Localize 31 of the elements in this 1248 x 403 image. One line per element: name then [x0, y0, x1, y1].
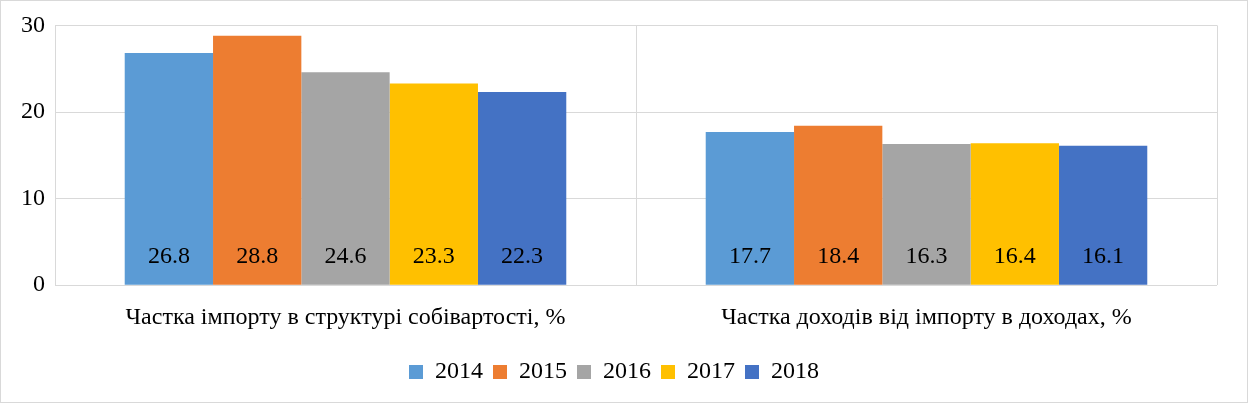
x-tick-label: Частка доходів від імпорту в доходах, %: [721, 302, 1132, 329]
bar: [705, 131, 795, 285]
bar: [794, 125, 883, 285]
y-tick-label: 0: [33, 270, 45, 297]
data-label: 24.6: [324, 242, 367, 269]
data-label: 17.7: [728, 242, 771, 269]
bar: [213, 35, 302, 285]
y-tick-label: 30: [21, 10, 45, 37]
bar: [124, 53, 214, 285]
y-tick-label: 10: [21, 183, 45, 210]
data-label: 26.8: [147, 242, 190, 269]
bar: [1058, 145, 1148, 285]
x-tick-label: Частка імпорту в структурі собівартості, %: [125, 302, 566, 329]
legend-label: 2018: [771, 357, 819, 384]
legend-label: 2014: [435, 357, 483, 384]
data-label: 16.3: [905, 242, 948, 269]
bar: [301, 72, 390, 285]
bar: [970, 143, 1059, 285]
data-label: 23.3: [412, 242, 455, 269]
data-label: 28.8: [236, 242, 279, 269]
y-tick-label: 20: [21, 97, 45, 124]
data-label: 18.4: [817, 242, 860, 269]
data-label: 16.4: [993, 242, 1036, 269]
data-label: 16.1: [1082, 242, 1125, 269]
legend-label: 2015: [519, 357, 567, 384]
bar: [389, 83, 478, 285]
data-label: 22.3: [501, 242, 544, 269]
legend-label: 2016: [603, 357, 651, 384]
bar: [477, 92, 567, 285]
legend-label: 2017: [687, 357, 735, 384]
bar: [882, 144, 971, 285]
